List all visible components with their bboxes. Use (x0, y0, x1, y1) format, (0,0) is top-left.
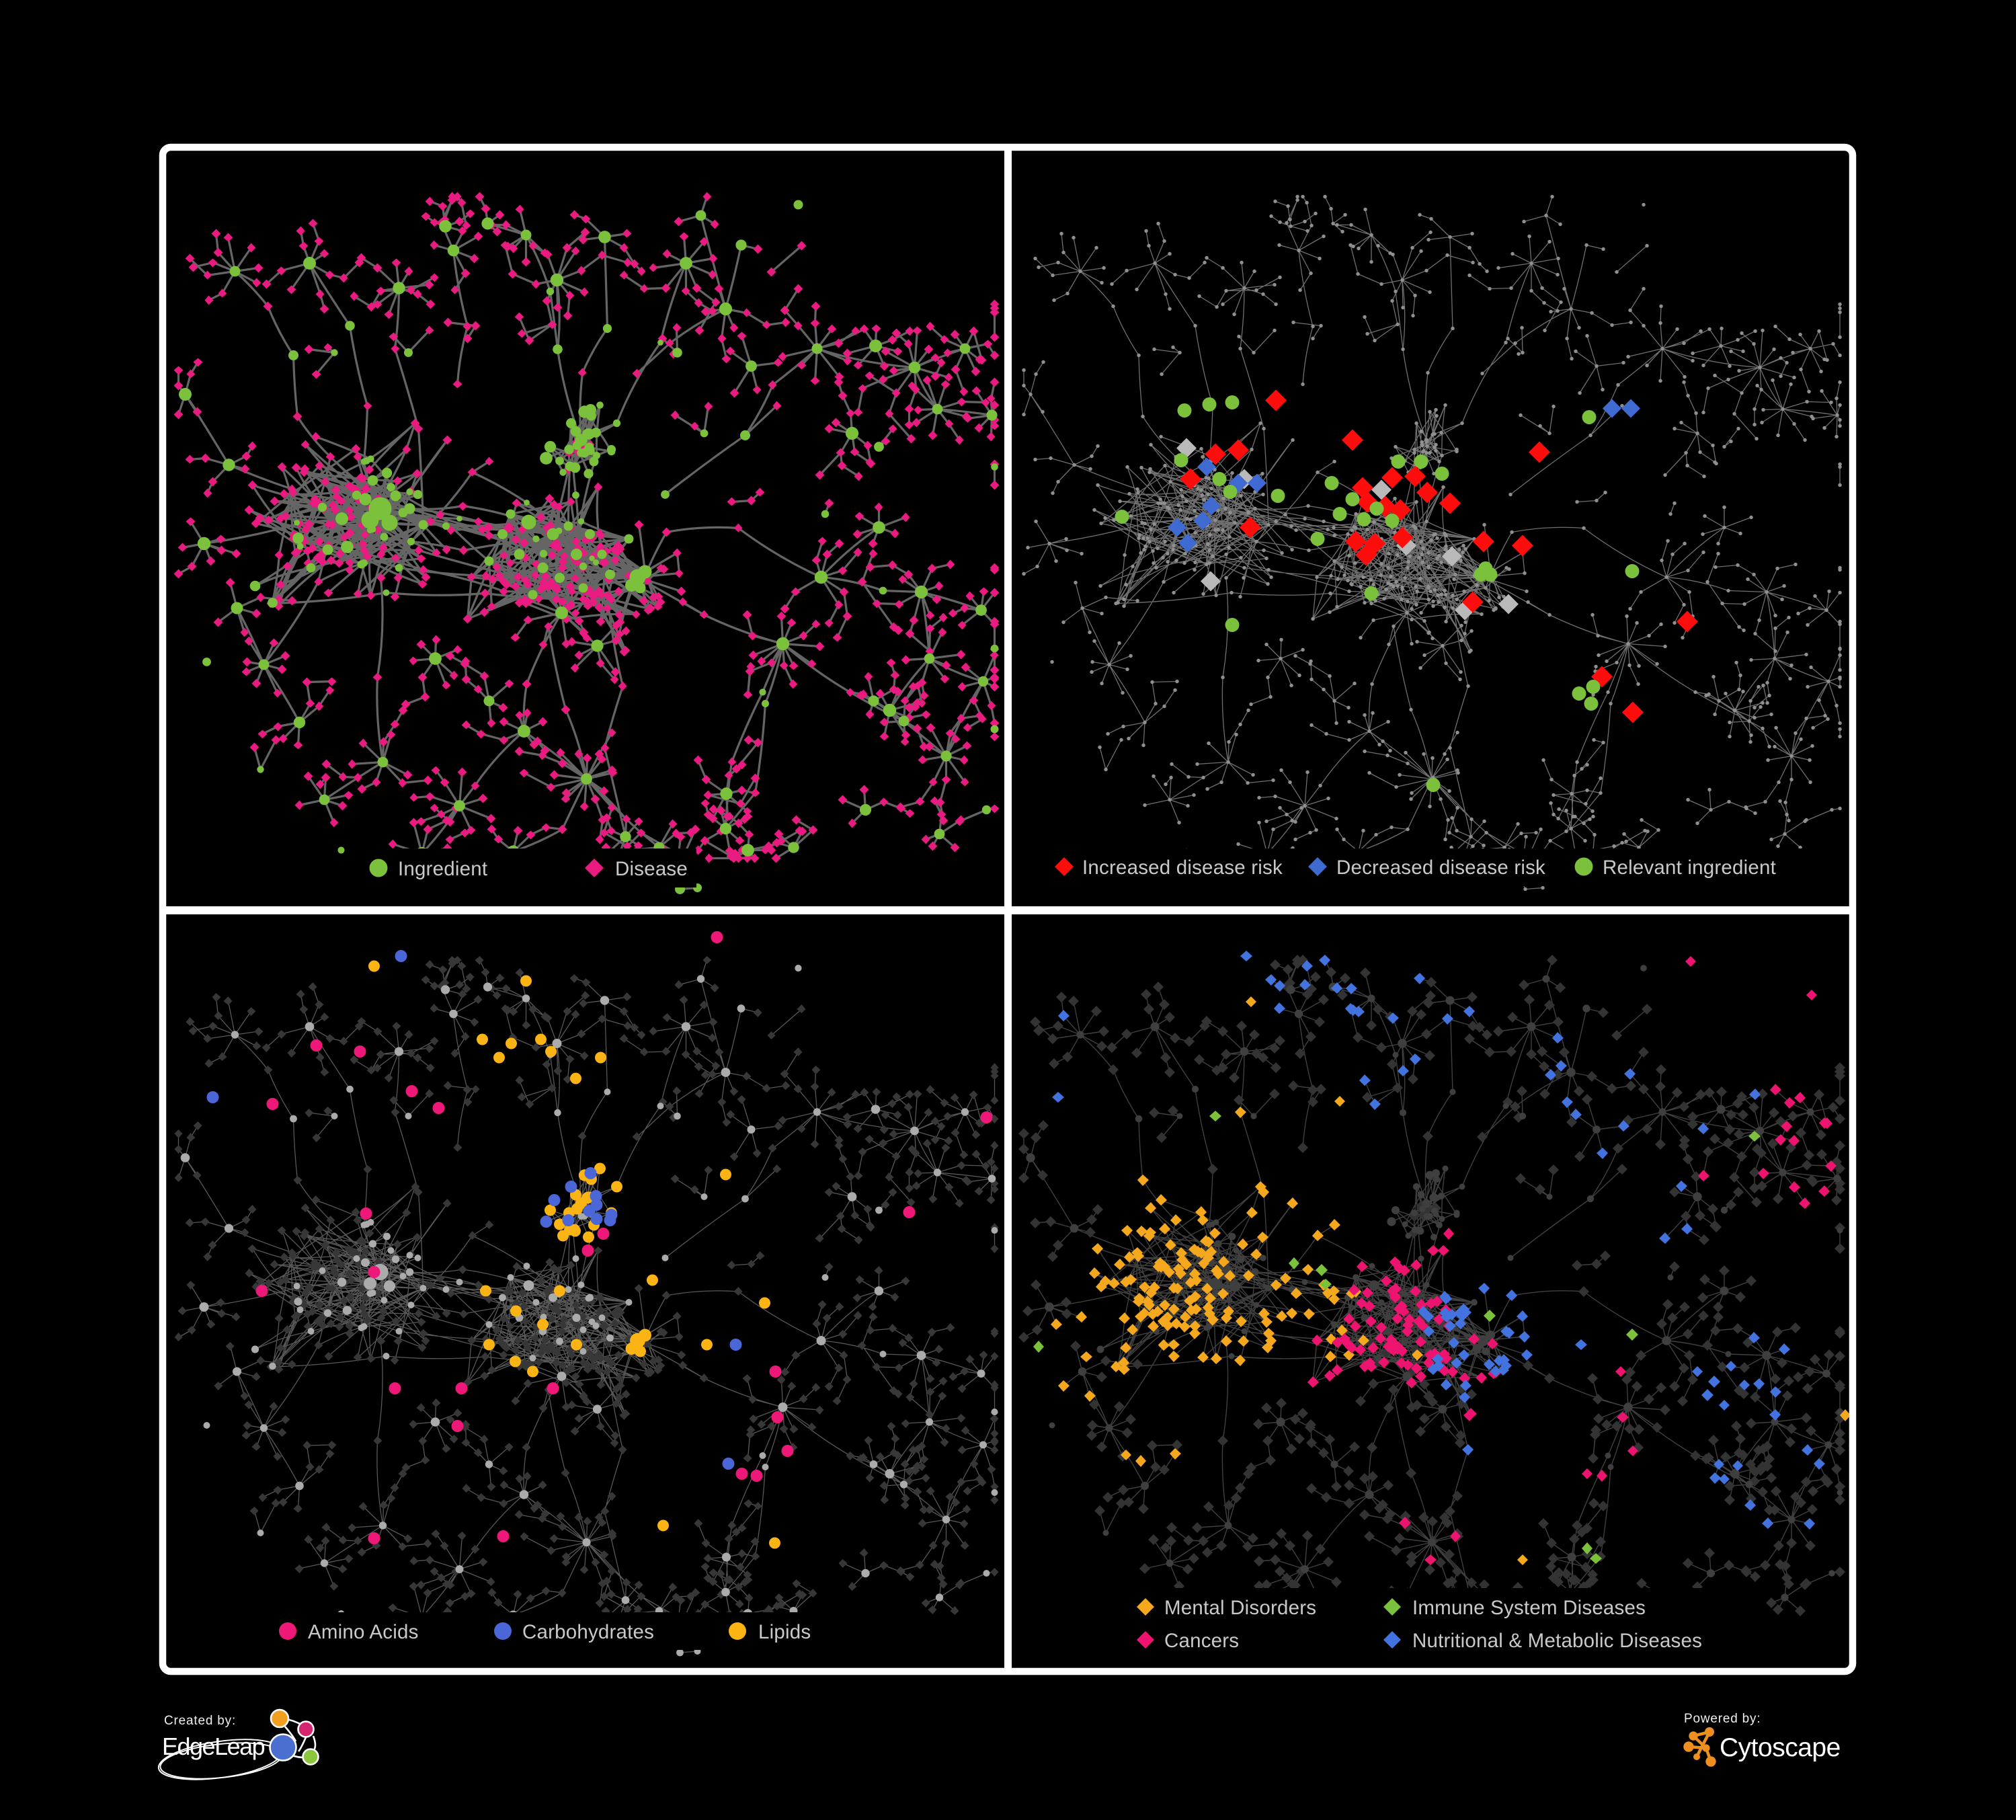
svg-text:Carbohydrates: Carbohydrates (522, 1621, 654, 1643)
svg-text:EdgeLeap: EdgeLeap (162, 1733, 265, 1760)
svg-text:Cytoscape: Cytoscape (1720, 1733, 1841, 1762)
svg-text:Nutritional & Metabolic Diseas: Nutritional & Metabolic Diseases (1412, 1630, 1702, 1652)
svg-text:Ingredient: Ingredient (398, 858, 487, 880)
svg-text:Relevant ingredient: Relevant ingredient (1603, 857, 1776, 879)
svg-text:Amino Acids: Amino Acids (308, 1621, 419, 1643)
svg-text:Created by:: Created by: (164, 1714, 236, 1728)
svg-text:Mental Disorders: Mental Disorders (1164, 1597, 1316, 1619)
svg-text:Increased disease risk: Increased disease risk (1082, 857, 1283, 879)
svg-text:Lipids: Lipids (758, 1621, 811, 1643)
svg-text:Decreased disease risk: Decreased disease risk (1336, 857, 1545, 879)
svg-text:Immune System Diseases: Immune System Diseases (1412, 1597, 1646, 1619)
svg-text:Disease: Disease (615, 858, 688, 880)
svg-text:Cancers: Cancers (1164, 1630, 1239, 1652)
svg-text:Powered by:: Powered by: (1684, 1712, 1761, 1726)
